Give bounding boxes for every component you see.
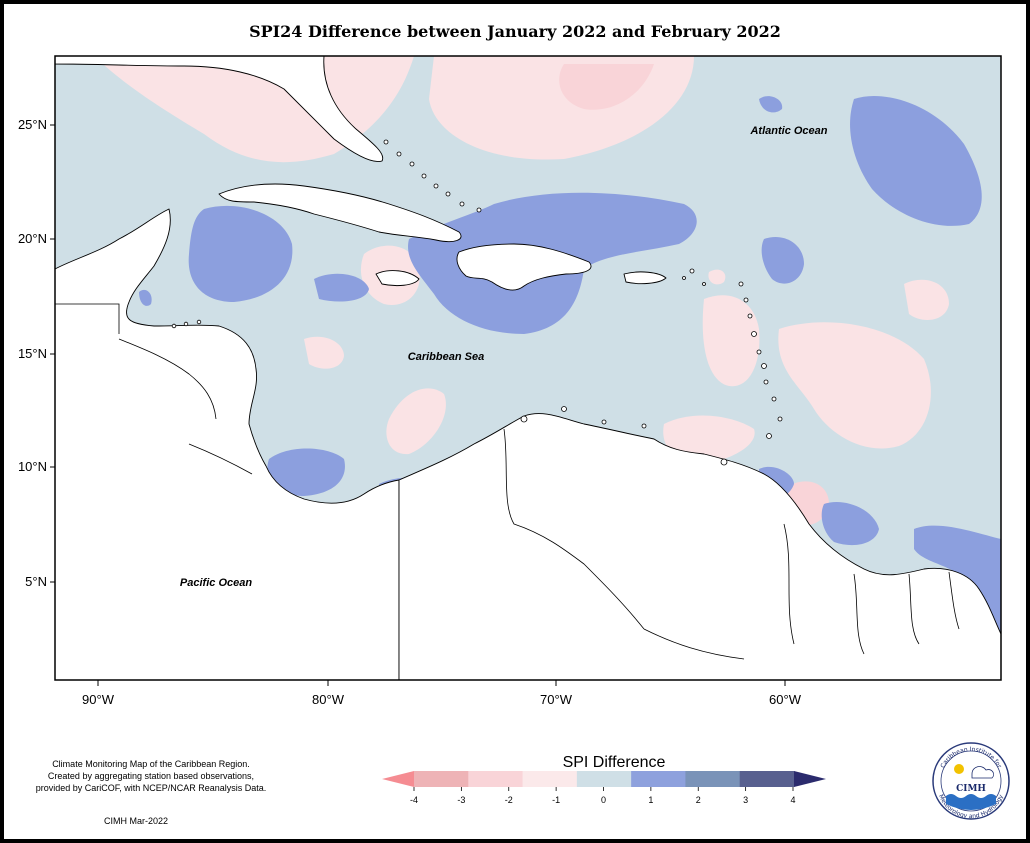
colorbar-segment [468, 771, 524, 787]
colorbar-tick-label: -3 [457, 795, 465, 805]
credit-text: Climate Monitoring Map of the Caribbean … [26, 758, 276, 794]
puerto-rico-landmass [623, 271, 667, 285]
sun-icon [954, 764, 964, 774]
wave-icon [946, 794, 996, 810]
jamaica-landmass [375, 270, 420, 287]
land-masses [55, 56, 1001, 680]
longitude-axis [97, 680, 786, 686]
hispaniola-landmass [456, 243, 592, 291]
lon-tick-label: 90°W [82, 692, 115, 707]
cloud-icon [971, 766, 994, 779]
lon-tick-label: 80°W [312, 692, 345, 707]
logo-acronym: CIMH [956, 784, 986, 794]
legend-title: SPI Difference [562, 754, 666, 771]
lon-tick-label: 70°W [540, 692, 573, 707]
lat-tick-label: 5°N [25, 574, 47, 589]
map-border [54, 55, 1002, 681]
small-islands [171, 139, 783, 466]
caribbean-sea-label: Caribbean Sea [408, 351, 484, 363]
legend-colorbar [382, 771, 826, 787]
map-panel: Atlantic Ocean Caribbean Sea Pacific Oce… [55, 56, 1001, 680]
colorbar-tick-label: 4 [790, 795, 795, 805]
colorbar-tick-label: 1 [648, 795, 653, 805]
lat-tick-label: 25°N [18, 117, 47, 132]
colorbar-segment [739, 771, 795, 787]
credit-line: provided by CariCOF, with NCEP/NCAR Rean… [35, 783, 267, 793]
florida-landmass [55, 56, 384, 162]
lat-tick-label: 15°N [18, 346, 47, 361]
cimh-logo-icon: Caribbean Institute for Meteorology and … [932, 742, 1010, 820]
legend-tick-labels: -4 -3 -2 -1 0 1 2 3 4 [410, 787, 796, 805]
colorbar-segment [685, 771, 741, 787]
colorbar-tick-label: 0 [601, 795, 606, 805]
south-america-landmass [398, 413, 1001, 680]
pacific-ocean-label: Pacific Ocean [180, 577, 252, 589]
colorbar-segment [794, 771, 826, 787]
credit-line: Climate Monitoring Map of the Caribbean … [52, 759, 250, 769]
credit-date: CIMH Mar-2022 [104, 816, 169, 826]
colorbar-tick-label: 2 [696, 795, 701, 805]
map-figure: Atlantic Ocean Caribbean Sea Pacific Oce… [18, 55, 1010, 820]
colorbar-segment [631, 771, 686, 787]
latitude-axis [50, 124, 55, 583]
colorbar-segment [522, 771, 578, 787]
lat-tick-label: 20°N [18, 231, 47, 246]
atlantic-ocean-label: Atlantic Ocean [749, 125, 827, 137]
colorbar-tick-label: -1 [552, 795, 560, 805]
lat-tick-label: 10°N [18, 459, 47, 474]
colorbar-segment [414, 771, 469, 787]
cuba-landmass [218, 183, 462, 243]
colorbar-tick-label: -4 [410, 795, 418, 805]
colorbar-tick-label: -2 [505, 795, 513, 805]
country-borders [55, 303, 960, 660]
colorbar-segment [576, 771, 632, 787]
central-america-landmass [55, 208, 400, 680]
map-title: SPI24 Difference between January 2022 an… [249, 22, 781, 41]
figure-frame: SPI24 Difference between January 2022 an… [4, 4, 1026, 839]
lon-tick-label: 60°W [769, 692, 802, 707]
colorbar-segment [382, 771, 414, 787]
colorbar-tick-label: 3 [743, 795, 748, 805]
credit-line: Created by aggregating station based obs… [47, 771, 255, 781]
